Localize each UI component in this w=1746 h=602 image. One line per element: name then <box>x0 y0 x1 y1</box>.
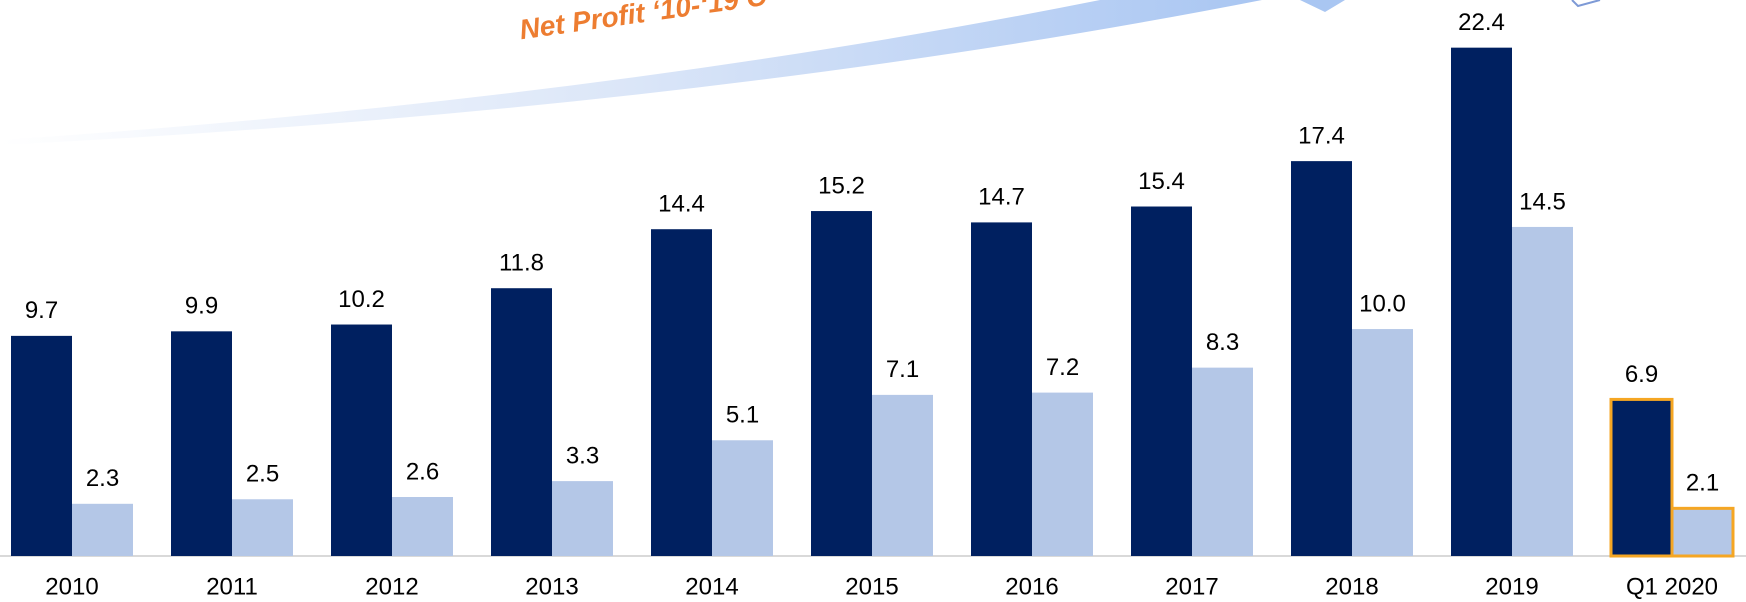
bar <box>1192 367 1253 556</box>
value-label: 9.7 <box>25 297 58 324</box>
value-label: 2.3 <box>86 465 119 492</box>
value-label: 11.8 <box>499 250 544 277</box>
x-tick-label: 2011 <box>206 573 258 600</box>
arrow-tip <box>1571 0 1601 8</box>
bar <box>331 324 392 556</box>
value-label: 14.4 <box>658 191 705 218</box>
x-tick-label: 2019 <box>1485 573 1538 600</box>
value-label: 8.3 <box>1206 329 1239 356</box>
x-tick-label: 2017 <box>1165 573 1218 600</box>
bar <box>1131 206 1192 556</box>
value-label: 7.1 <box>886 356 919 383</box>
bar <box>1609 397 1674 558</box>
value-label: 2.6 <box>406 458 439 485</box>
value-label: 10.2 <box>338 286 385 313</box>
bar <box>392 496 453 556</box>
arrow-tip <box>1300 0 1345 12</box>
bar <box>1352 329 1413 556</box>
value-label: 22.4 <box>1458 9 1505 36</box>
value-label: 9.9 <box>185 293 218 320</box>
bar <box>1291 161 1352 556</box>
bar <box>552 481 613 556</box>
x-tick-label: 2010 <box>45 573 98 600</box>
value-label: 15.4 <box>1138 168 1185 195</box>
bar <box>1670 506 1735 558</box>
x-tick-label: 2015 <box>845 573 898 600</box>
bar <box>971 222 1032 556</box>
bar <box>1512 226 1573 556</box>
bar <box>232 499 293 556</box>
swoosh <box>0 0 1262 145</box>
x-tick-label: 2012 <box>365 573 418 600</box>
bar <box>72 503 133 556</box>
x-tick-label: 2016 <box>1005 573 1058 600</box>
value-label: 7.2 <box>1046 354 1079 381</box>
value-label: 2.5 <box>246 461 279 488</box>
bar <box>11 335 72 556</box>
x-tick-label: 2018 <box>1325 573 1378 600</box>
bar <box>651 229 712 556</box>
value-label: 5.1 <box>726 402 759 429</box>
x-tick-label: 2014 <box>685 573 738 600</box>
x-tick-label: Q1 2020 <box>1626 573 1718 600</box>
value-label: 6.9 <box>1625 361 1658 388</box>
value-label: 2.1 <box>1686 470 1719 497</box>
value-label: 15.2 <box>818 172 865 199</box>
bar <box>712 440 773 556</box>
x-tick-label: 2013 <box>525 573 578 600</box>
value-label: 3.3 <box>566 442 599 469</box>
value-label: 14.5 <box>1519 188 1566 215</box>
bar <box>811 211 872 557</box>
bar <box>1032 392 1093 556</box>
annotation: Net Profit ‘10-‘19 C <box>518 0 770 45</box>
value-label: 17.4 <box>1298 122 1345 149</box>
bar <box>171 331 232 556</box>
value-label: 14.7 <box>978 184 1025 211</box>
bar <box>872 394 933 556</box>
bar <box>1451 47 1512 557</box>
value-label: 10.0 <box>1359 290 1406 317</box>
bar <box>491 288 552 556</box>
